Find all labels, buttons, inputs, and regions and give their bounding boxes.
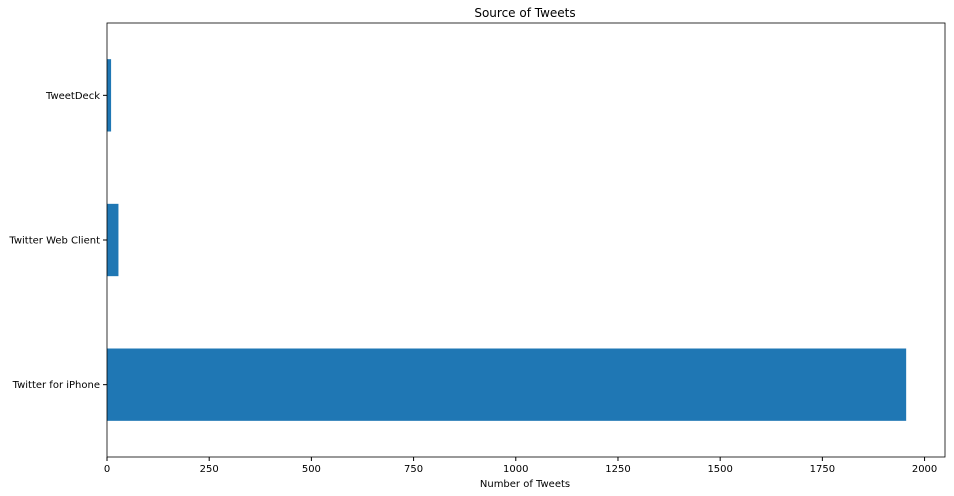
plot-frame — [106, 22, 946, 458]
x-tick-label: 500 — [302, 464, 321, 475]
x-tick-label: 0 — [104, 464, 110, 475]
y-tick-label: TweetDeck — [45, 91, 100, 102]
x-tick-label: 1250 — [605, 464, 630, 475]
plot-area: Twitter for iPhone Twitter Web Client Twee… — [8, 22, 946, 475]
y-tick-label: Twitter Web Client — [8, 236, 100, 247]
chart-title: Source of Tweets — [474, 6, 575, 20]
x-tick-label: 1000 — [503, 464, 528, 475]
bar-twitter-for-iphone — [107, 348, 907, 421]
x-tick-label: 1750 — [810, 464, 835, 475]
x-tick-label: 1500 — [707, 464, 732, 475]
bar-tweetdeck — [107, 59, 112, 132]
bar-twitter-web-client — [107, 203, 119, 277]
x-tick-label: 250 — [200, 464, 219, 475]
x-axis-label: Number of Tweets — [480, 479, 570, 490]
x-tick-label: 750 — [404, 464, 423, 475]
y-tick-label: Twitter for iPhone — [12, 380, 100, 391]
x-tick-label: 2000 — [912, 464, 937, 475]
